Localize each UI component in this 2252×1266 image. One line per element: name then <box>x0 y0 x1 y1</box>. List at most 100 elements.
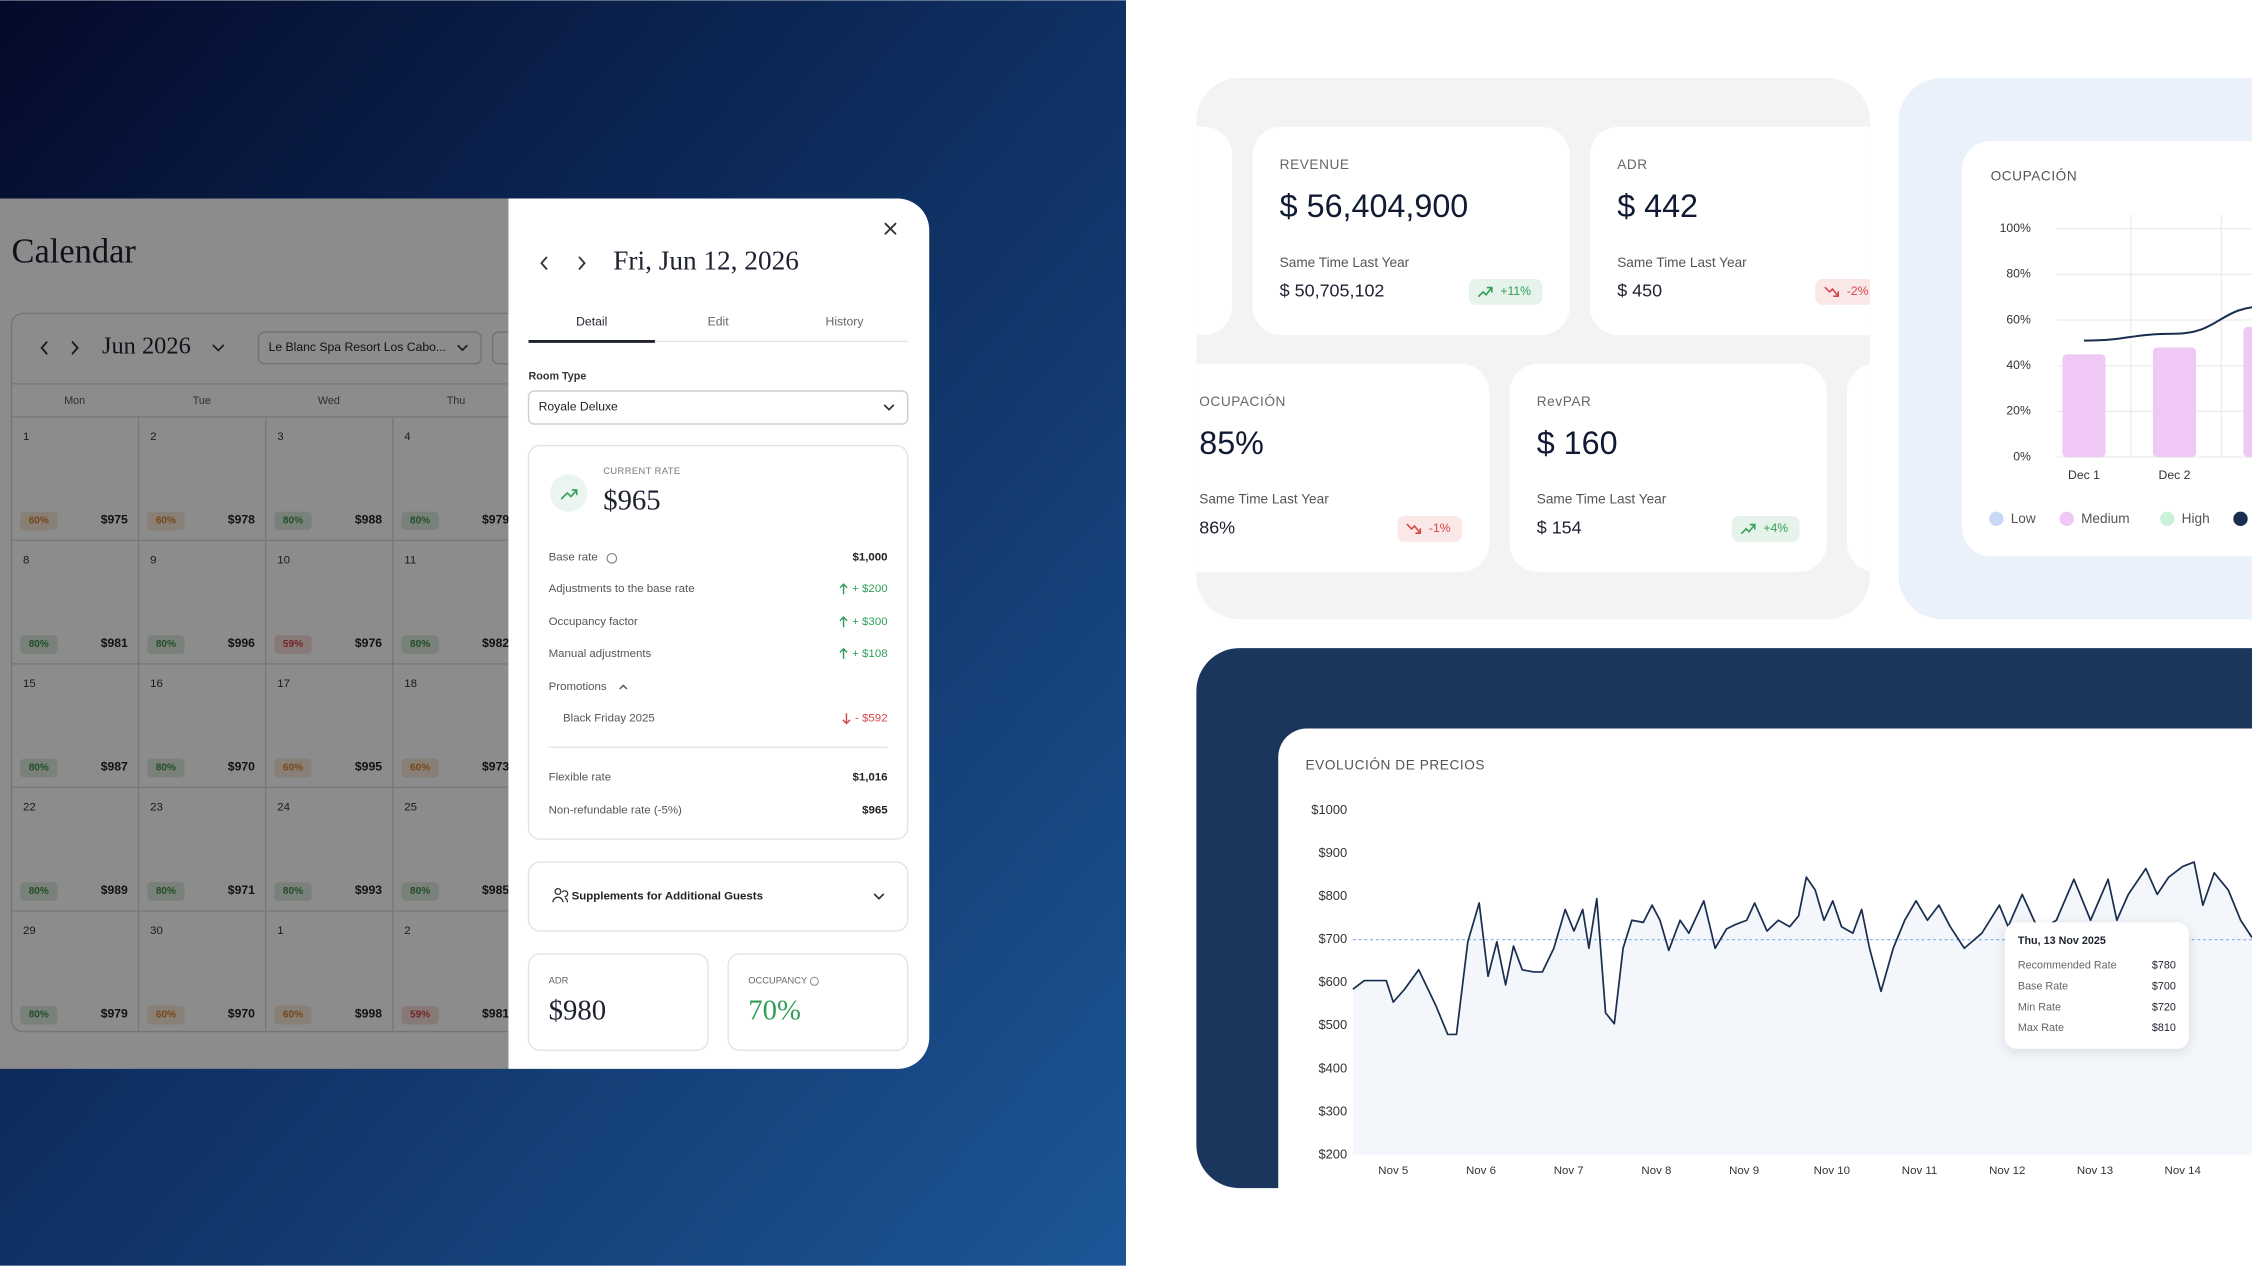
rate-line-value: + $108 <box>852 648 887 660</box>
filter-select[interactable] <box>491 331 550 365</box>
day-cell[interactable]: 24 80% $993 <box>274 802 382 901</box>
day-rate: $975 <box>101 512 128 526</box>
day-cell[interactable]: 2 60% $978 <box>147 431 255 531</box>
occupancy-badge <box>401 882 439 901</box>
day-cell[interactable]: 10 59% $976 <box>274 555 382 654</box>
occupancy-badge <box>20 882 58 901</box>
occupancy-label: 80% <box>283 516 303 527</box>
room-type-select[interactable] <box>527 390 909 425</box>
tab[interactable]: History <box>826 314 865 328</box>
x-tick-label: Nov 11 <box>1902 1165 1938 1177</box>
tab[interactable]: Detail <box>576 314 607 328</box>
day-cell[interactable]: 15 80% $987 <box>20 678 128 778</box>
occupancy-label: 60% <box>29 516 49 527</box>
trend-down-icon <box>1406 523 1422 534</box>
trend-down-icon <box>1824 286 1840 297</box>
rate-line-label: Adjustments to the base rate <box>549 583 695 595</box>
occupancy-badge <box>20 635 58 654</box>
y-tick-label: $200 <box>1318 1146 1347 1161</box>
kpi-change: -2% <box>1847 284 1869 298</box>
x-tick-label: Nov 13 <box>2077 1165 2113 1177</box>
day-number: 1 <box>23 431 29 443</box>
tooltip-title: Thu, 13 Nov 2025 <box>2018 935 2106 947</box>
day-cell[interactable]: 30 60% $970 <box>147 925 255 1025</box>
chart-card <box>1961 141 2252 557</box>
rate-line-label: Base rate <box>549 552 598 564</box>
day-cell[interactable]: 4 80% $979 <box>401 431 509 531</box>
occupancy-label: 80% <box>29 886 49 897</box>
occupancy-badge <box>274 511 312 531</box>
day-cell[interactable]: 11 80% $982 <box>401 555 509 654</box>
day-cell[interactable]: 25 80% $985 <box>401 802 509 901</box>
kpi-compare-label: Same Time Last Year <box>1280 255 1410 270</box>
chevron-up-icon <box>619 684 628 690</box>
close-button[interactable] <box>884 222 897 235</box>
occupancy-badge <box>147 511 185 531</box>
legend-marker <box>2233 511 2248 527</box>
property-select[interactable] <box>257 331 482 365</box>
kpi-change: +4% <box>1763 521 1788 535</box>
occupancy-badge <box>147 635 185 654</box>
occupancy-label: 60% <box>156 516 176 527</box>
total-value: $965 <box>862 804 888 816</box>
kpi-compare-label: Same Time Last Year <box>1199 492 1329 507</box>
day-cell[interactable]: 22 80% $989 <box>20 802 128 901</box>
next-button[interactable] <box>71 341 79 355</box>
tooltip-row-label: Base Rate <box>2018 980 2068 992</box>
weekday-label: Mon <box>64 395 85 407</box>
kpi-change: -1% <box>1429 521 1451 535</box>
day-cell[interactable]: 2 59% $981 <box>401 925 509 1025</box>
x-tick-label: Nov 5 <box>1378 1165 1408 1177</box>
legend-label: Low <box>2011 511 2036 526</box>
tab[interactable]: Edit <box>708 314 730 328</box>
arrow-up-icon <box>839 583 848 595</box>
occupancy-label: 60% <box>283 763 303 774</box>
arrow-down-icon <box>842 713 851 725</box>
bar <box>2062 354 2106 458</box>
kpi-value: 85% <box>1199 425 1264 461</box>
day-cell[interactable]: 29 80% $979 <box>20 925 128 1025</box>
next-button[interactable] <box>578 256 586 270</box>
trend-up-icon <box>1741 523 1756 534</box>
total-value: $1,016 <box>852 771 887 783</box>
day-cell[interactable]: 18 60% $973 <box>401 678 509 778</box>
previous-button[interactable] <box>540 256 548 270</box>
x-tick-label: Dec 1 <box>2068 468 2100 482</box>
tooltip-row-value: $720 <box>2152 1001 2176 1013</box>
panel-date: Fri, Jun 12, 2026 <box>613 245 799 275</box>
occupancy-label: 80% <box>29 1010 49 1021</box>
day-rate: $988 <box>355 512 382 526</box>
day-number: 24 <box>277 802 290 814</box>
occupancy-label: 60% <box>156 1010 176 1021</box>
info-icon <box>809 976 819 986</box>
promotion-label: Black Friday 2025 <box>563 712 655 724</box>
day-number: 23 <box>150 802 163 814</box>
occupancy-badge <box>274 882 312 901</box>
day-cell[interactable]: 23 80% $971 <box>147 802 255 901</box>
occupancy-label: 80% <box>410 886 430 897</box>
calendar: Calendar Jun 2026 Le Blanc Spa Resort Los … <box>0 198 550 1069</box>
promotions-toggle[interactable]: Promotions <box>549 681 607 693</box>
kpi-change-badge <box>1815 278 1870 305</box>
rate-line-label: Manual adjustments <box>549 648 652 660</box>
day-cell[interactable]: 3 80% $988 <box>274 431 382 531</box>
current-rate-value: $965 <box>603 485 660 517</box>
trend-icon <box>560 489 578 500</box>
occupancy-badge <box>147 758 185 778</box>
occupancy-badge <box>147 882 185 901</box>
day-rate: $998 <box>355 1007 382 1021</box>
previous-button[interactable] <box>40 341 48 355</box>
occupancy-label: 60% <box>410 763 430 774</box>
day-cell[interactable]: 16 80% $970 <box>147 678 255 778</box>
occupancy-badge <box>20 1005 58 1025</box>
y-tick-label: $300 <box>1318 1103 1347 1118</box>
supplements-row[interactable] <box>527 861 909 932</box>
day-cell[interactable]: 9 80% $996 <box>147 555 255 654</box>
occupancy-chart: OCUPACIÓN 0% 20% 40% 60% 80% 100% Dec 1 Dec 2 Low… <box>1961 141 2252 557</box>
day-cell[interactable]: 8 80% $981 <box>20 555 128 654</box>
x-tick-label: Nov 8 <box>1641 1165 1671 1177</box>
day-cell[interactable]: 1 60% $998 <box>274 925 382 1025</box>
day-cell[interactable]: 1 60% $975 <box>20 431 128 531</box>
occupancy-label: 80% <box>156 639 176 650</box>
day-cell[interactable]: 17 60% $995 <box>274 678 382 778</box>
